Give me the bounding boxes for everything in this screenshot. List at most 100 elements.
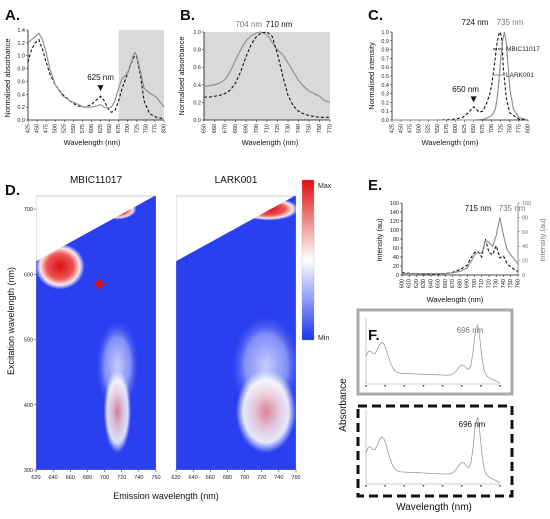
panel-f-x-axis-label: Wavelength (nm) [396, 502, 472, 513]
inset-dashed-x-tick [480, 485, 482, 487]
panel-c-x-tick-label: 575 [444, 124, 450, 133]
panel-c-series-line-0 [392, 30, 529, 121]
panel-c-y-tick-label: 0.0 [381, 118, 389, 124]
panel-letter-e: E. [368, 177, 382, 194]
panel-a-x-tick-label: 700 [125, 124, 131, 133]
panel-e-y-tick-label: 20 [393, 264, 399, 270]
panel-a-y-axis-label: Normalised absorbance [3, 38, 12, 117]
panel-b-x-tick-label: 720 [275, 124, 281, 133]
panel-e-x-tick-label: 760 [515, 279, 521, 288]
panel-b-x-tick-label: 740 [296, 124, 302, 133]
panel-a-y-tick-label: 0.2 [17, 105, 25, 111]
panel-b-x-tick-label: 760 [317, 124, 323, 133]
panel-c-y-axis-label: Normalised intensity [367, 42, 376, 110]
panel-c-peak-label-735: 735 nm [497, 18, 524, 27]
heatmap-title-mbic11017: MBIC11017 [70, 175, 123, 186]
inset-dashed-x-tick [499, 485, 501, 487]
panel-a-peak-label: 625 nm [87, 73, 114, 82]
panel-b-x-tick-label: 670 [222, 124, 228, 133]
panel-b-absorbance-chart: 650 660 670 680 690 700 710 720 730 740 750 760 770 0… [177, 20, 333, 147]
inset-solid-spectrum-line [365, 324, 501, 384]
heatmap-frame [36, 195, 156, 470]
panel-c-y-tick-label: 0.3 [381, 92, 389, 98]
panel-c-x-tick-label: 625 [462, 124, 468, 133]
panel-letter-d: D. [5, 182, 20, 199]
inset-solid-x-tick [384, 385, 386, 387]
panel-c-x-tick-label: 750 [507, 124, 513, 133]
panel-c-y-tick-label: 0.7 [381, 56, 389, 62]
heatmap-spot-hot [36, 243, 85, 290]
panel-c-legend: MBIC11017 LARK001 [493, 46, 540, 79]
panel-d-x-tick-label: 620 [31, 475, 40, 481]
panel-a-x-tick-label: 775 [152, 124, 158, 133]
panel-c-x-tick-label: 700 [489, 124, 495, 133]
heatmap-excluded-triangle [36, 194, 156, 262]
panel-a-x-tick-label: 525 [62, 124, 68, 133]
heatmap-spot-warm [235, 369, 296, 454]
panel-c-y-tick-label: 0.8 [381, 48, 389, 54]
panel-a-y-tick-label: 1.4 [17, 28, 25, 34]
panel-d-y-axis-label: Excitation wavelength (nm) [6, 267, 16, 375]
panel-d-x-tick-label: 620 [171, 475, 180, 481]
panel-a-absorbance-chart: 425 450 475 500 525 550 575 600 625 650 675 700 725 7… [3, 28, 167, 147]
legend-label-mbic11017: MBIC11017 [506, 46, 540, 53]
inset-solid-peak-label: 696 nm [457, 326, 484, 335]
panel-b-x-tick-label: 700 [254, 124, 260, 133]
panel-b-peak-label-grey: 704 nm [235, 20, 262, 29]
panel-d-y-tick-label: 600 [24, 272, 33, 278]
panel-a-x-tick-label: 575 [80, 124, 86, 133]
panel-f-absorbance-insets: 696 nm 696 nm Absorbance Wavelength (nm) [338, 308, 514, 513]
panel-c-y-tick-label: 1.0 [381, 30, 389, 36]
panel-e-x-tick-label: 690 [465, 279, 471, 288]
panel-b-x-tick-label: 730 [285, 124, 291, 133]
panel-a-x-tick-label: 550 [71, 124, 77, 133]
panel-e-x-tick-label: 740 [501, 279, 507, 288]
panel-a-y-tick-label: 1.0 [17, 54, 25, 60]
panel-b-shaded-region [204, 32, 330, 120]
panel-b-y-tick-label: 0.0 [193, 118, 201, 124]
inset-solid-x-tick [480, 385, 482, 387]
panel-d-y-tick-label: 300 [24, 468, 33, 474]
inset-solid-x-tick [365, 385, 367, 387]
panel-e-y-tick-label: 80 [393, 237, 399, 243]
panel-c-x-axis-label: Wavelength (nm) [422, 138, 479, 147]
panel-e-x-tick-label: 610 [407, 279, 413, 288]
panel-c-y-tick-label: 0.9 [381, 39, 389, 45]
panel-e-intensity-chart: 600 610 620 630 640 650 660 670 680 690 700 710 720 7… [375, 201, 547, 304]
inset-solid-x-tick [460, 385, 463, 387]
panel-e-y2-axis-label: Intensity (au) [538, 218, 547, 262]
panel-b-x-tick-label: 650 [201, 124, 207, 133]
panel-d-y-tick-label: 500 [24, 338, 33, 344]
panel-d-x-tick-label: 760 [151, 475, 160, 481]
panel-b-peak-label-black: 710 nm [266, 20, 293, 29]
panel-e-x-tick-label: 720 [486, 279, 492, 288]
panel-d-x-tick-label: 660 [206, 475, 215, 481]
panel-b-series-line-1 [204, 31, 330, 118]
panel-a-x-tick-label: 650 [107, 124, 113, 133]
panel-a-x-tick-label: 625 [98, 124, 104, 133]
panel-a-y-tick-label: 0.6 [17, 79, 25, 85]
panel-e-y2-tick-label: 60 [522, 230, 528, 236]
inset-dashed-x-tick [365, 485, 367, 487]
panel-d-x-tick-label: 700 [240, 475, 249, 481]
heatmap-lark001 [176, 194, 296, 470]
panel-e-series-line-0 [401, 238, 519, 275]
inset-solid-x-tick [441, 385, 444, 387]
panel-b-x-tick-label: 660 [212, 124, 218, 133]
inset-dashed-x-tick [422, 485, 425, 487]
panel-c-y-tick-label: 0.4 [381, 83, 389, 89]
panel-d-x-axis-label: Emission wavelength (nm) [113, 491, 219, 501]
inset-dashed-x-tick [403, 485, 406, 487]
panel-e-x-tick-label: 750 [508, 279, 514, 288]
inset-solid-x-tick [422, 385, 425, 387]
panel-a-y-tick-label: 0.8 [17, 67, 25, 73]
panel-d-x-tick-label: 680 [223, 475, 232, 481]
colorbar [301, 179, 315, 341]
panel-c-y-tick-label: 0.2 [381, 100, 389, 106]
panel-letter-f: F. [368, 327, 380, 344]
panel-e-y-tick-label: 40 [393, 255, 399, 261]
panel-b-y-tick-label: 0.2 [193, 100, 201, 106]
panel-e-x-tick-label: 640 [428, 279, 434, 288]
panel-e-y2-tick-label: 0 [522, 273, 525, 279]
panel-c-x-tick-label: 675 [480, 124, 486, 133]
